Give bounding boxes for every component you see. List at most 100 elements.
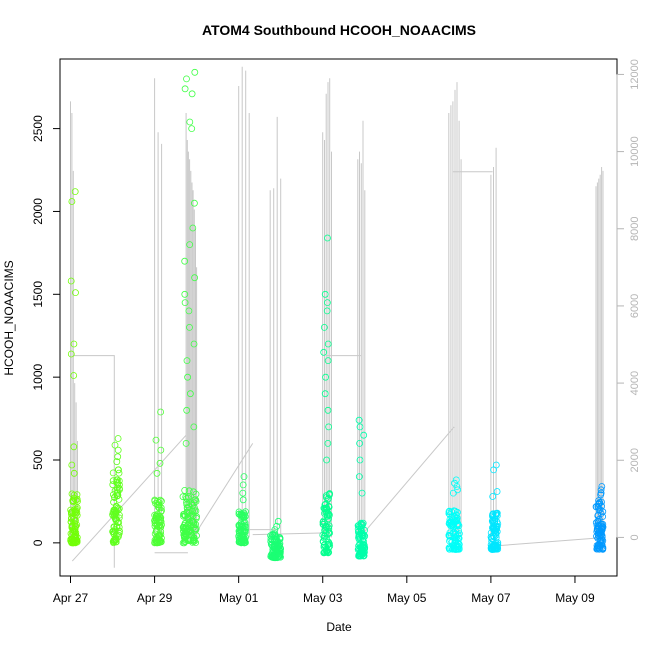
data-point-peak <box>70 372 78 379</box>
flight-points <box>67 188 81 547</box>
data-point <box>325 490 333 498</box>
connector-line <box>71 434 187 562</box>
data-point-peak <box>153 469 161 477</box>
data-point <box>488 534 496 542</box>
data-point-peak <box>449 489 457 497</box>
data-point <box>183 508 191 516</box>
data-point <box>241 523 249 531</box>
spike-line <box>322 78 332 538</box>
data-point <box>322 530 330 537</box>
data-point <box>451 530 459 538</box>
x-tick-label: May 03 <box>303 591 343 605</box>
data-point-peak <box>452 476 460 484</box>
data-point <box>355 531 363 538</box>
data-point <box>325 525 333 533</box>
data-point <box>190 519 198 527</box>
data-point-peak <box>182 439 190 447</box>
data-point <box>180 511 187 518</box>
data-point <box>596 536 604 544</box>
flight-points <box>319 234 334 557</box>
x-axis: Apr 27 Apr 29 May 01 May 03 May 05 May 07 May … <box>53 575 595 605</box>
data-point-peak <box>358 489 366 497</box>
data-point-peak <box>325 423 333 431</box>
data-point <box>180 534 188 542</box>
data-point <box>320 504 328 512</box>
data-point-peak <box>355 416 363 424</box>
data-point <box>359 519 367 527</box>
data-point <box>452 546 460 553</box>
data-point-peak <box>323 307 331 315</box>
data-point <box>267 532 275 539</box>
data-point <box>321 505 329 513</box>
connector-line <box>359 426 455 539</box>
data-point <box>594 526 602 533</box>
data-point <box>489 516 497 524</box>
connector-line <box>252 532 327 536</box>
data-point-peak <box>489 493 497 500</box>
data-point-peak <box>181 290 189 298</box>
data-point <box>319 520 327 528</box>
connector-line <box>490 537 600 547</box>
data-point-peak <box>181 85 189 93</box>
data-point <box>151 497 159 505</box>
x-tick-label: May 01 <box>219 591 259 605</box>
data-point <box>268 541 276 549</box>
data-point <box>179 493 187 501</box>
data-point-peak <box>183 357 191 365</box>
data-point <box>237 519 245 527</box>
data-point-peak <box>190 340 198 348</box>
spike-line <box>269 116 282 538</box>
data-point-peak <box>70 340 78 348</box>
data-point <box>455 545 463 553</box>
data-point <box>455 530 463 537</box>
data-point <box>446 529 454 537</box>
data-point-peak <box>453 483 461 490</box>
data-point <box>454 535 462 542</box>
chart-title: ATOM4 Southbound HCOOH_NOAACIMS <box>202 22 476 38</box>
data-point <box>191 537 199 545</box>
data-point-peak <box>68 461 76 469</box>
data-point-peak <box>321 290 329 298</box>
data-point-peak <box>324 340 332 348</box>
data-point <box>237 511 245 519</box>
data-point <box>109 511 116 518</box>
data-point <box>241 537 248 545</box>
data-point <box>180 512 187 520</box>
data-point <box>599 546 607 553</box>
y-tick-label: 0 <box>31 539 45 546</box>
data-point <box>596 533 604 541</box>
data-point-peak <box>111 441 119 449</box>
data-point <box>451 545 459 553</box>
data-point <box>154 514 162 522</box>
data-points <box>67 68 607 562</box>
data-point <box>326 529 334 537</box>
data-point <box>451 513 459 520</box>
data-point <box>110 498 117 506</box>
data-point <box>237 529 245 536</box>
data-point <box>488 517 496 525</box>
data-point <box>355 536 363 543</box>
data-point <box>592 503 600 511</box>
data-point <box>73 491 81 499</box>
data-point <box>356 533 363 541</box>
x-tick-label: May 07 <box>471 591 511 605</box>
data-point <box>321 548 329 556</box>
data-point-peak <box>320 323 328 331</box>
data-point <box>599 520 607 528</box>
data-point <box>109 481 117 489</box>
data-point <box>115 531 122 539</box>
data-point-peak <box>114 435 122 442</box>
data-point <box>193 513 201 521</box>
data-point <box>594 511 602 519</box>
flight-points <box>592 483 607 553</box>
data-point-peak <box>239 496 247 504</box>
y2-tick-label: 12000 <box>629 59 641 90</box>
data-point <box>189 502 196 510</box>
x-tick-label: May 05 <box>387 591 427 605</box>
data-point <box>67 518 75 526</box>
data-point <box>109 469 117 477</box>
data-point <box>356 548 364 556</box>
data-point <box>487 544 495 552</box>
data-point <box>492 510 500 518</box>
data-point <box>320 534 328 542</box>
